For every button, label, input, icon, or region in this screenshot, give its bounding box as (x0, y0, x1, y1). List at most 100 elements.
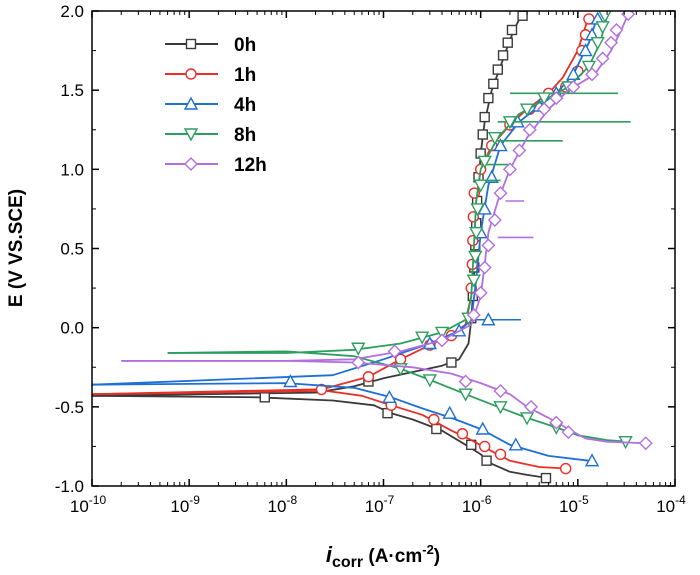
x-tick-label: 10-9 (170, 493, 200, 516)
y-tick-label: 2.0 (60, 2, 84, 21)
y-tick-label: -0.5 (55, 398, 84, 417)
series-8h-point (581, 60, 597, 74)
series-1h-point (494, 448, 507, 461)
y-tick-label: 0.5 (60, 240, 84, 259)
series-1h-point (456, 428, 469, 440)
series-8h-point (473, 179, 488, 193)
series-12h-point (466, 308, 481, 322)
legend-label-12h: 12h (234, 155, 267, 176)
series-12h-point (585, 67, 600, 82)
series-0h-cathodic-line (92, 394, 549, 479)
series-8h (167, 11, 633, 450)
series-8h-point (414, 331, 430, 345)
series-1h-cathodic-line (92, 388, 569, 470)
series-12h-point (537, 102, 552, 117)
series-4h-point (382, 389, 397, 404)
series-12h (121, 11, 653, 451)
series-12h-point (566, 80, 581, 94)
x-tick-label: 10-8 (268, 493, 298, 516)
series-4h-point (508, 437, 523, 451)
series-12h-point (609, 23, 624, 37)
series-0h-point (517, 11, 528, 21)
series-12h-point (638, 436, 653, 451)
series-8h-anodic-line (167, 15, 608, 354)
series-0h-point (506, 24, 518, 36)
series-12h-point (493, 186, 508, 201)
legend-label-8h: 8h (234, 125, 256, 146)
series-0h-point (540, 472, 552, 484)
series-4h (92, 11, 605, 467)
series-0h-point (481, 455, 492, 466)
y-tick-label: -1.0 (55, 477, 84, 496)
series-4h-point (481, 312, 496, 326)
series-12h-point (502, 162, 517, 177)
series-8h-point (502, 116, 518, 130)
series-12h-point (522, 122, 537, 137)
series-0h-point (492, 64, 503, 75)
series-12h-point (481, 238, 496, 253)
x-tick-label: 10-6 (462, 493, 492, 516)
series-0h-point (259, 392, 270, 403)
x-axis-label: icorr (A·cm-2) (326, 542, 440, 571)
y-tick-label: 0.0 (60, 319, 84, 338)
series-12h-anodic-line (121, 13, 630, 362)
series-clip-group (92, 11, 653, 484)
series-8h-point (487, 131, 503, 146)
series-12h-point (473, 285, 488, 300)
series-0h-point (446, 357, 457, 368)
series-8h-point (519, 103, 535, 117)
legend-label-4h: 4h (234, 95, 256, 116)
series-8h-point (493, 401, 508, 415)
series-12h-point (524, 399, 539, 414)
series-8h-point (536, 92, 552, 106)
series-8h-point (598, 11, 612, 24)
series-8h-point (470, 203, 485, 217)
legend-label-1h: 1h (234, 65, 256, 86)
series-12h-point (549, 91, 564, 106)
series-1h-point (559, 462, 572, 475)
series-4h-point (475, 421, 490, 435)
series-8h-point (422, 374, 438, 388)
series-4h-point (584, 453, 600, 467)
series-12h-point (477, 260, 492, 275)
series-12h-point (435, 333, 449, 348)
y-tick-label: 1.5 (60, 81, 84, 100)
y-tick-label: 1.0 (60, 160, 84, 179)
series-4h-point (442, 405, 457, 419)
legend-label-0h: 0h (234, 35, 256, 56)
legend-marker-1h (185, 68, 197, 80)
series-8h-point (595, 21, 610, 35)
series-4h-point (578, 43, 593, 57)
series-4h-point (283, 374, 298, 388)
series-0h-point (479, 111, 490, 123)
series-8h-point (590, 36, 605, 51)
legend-marker-8h (183, 128, 199, 142)
series-4h-cathodic-line (92, 382, 590, 462)
series-8h-point (477, 155, 492, 169)
series-0h-point (477, 129, 488, 140)
series-4h-point (484, 169, 499, 183)
series-0h-point (488, 78, 499, 90)
series-1h-point (315, 383, 328, 396)
series-8h-point (458, 388, 473, 402)
series-1h-point (428, 413, 440, 426)
series-0h (92, 11, 552, 484)
series-layer (92, 11, 653, 484)
x-tick-label: 10-10 (70, 493, 107, 516)
legend-marker-4h (183, 96, 199, 110)
series-12h-point (458, 374, 473, 389)
legend-marker-0h (185, 38, 197, 50)
series-8h-point (468, 250, 483, 264)
x-tick-label: 10-5 (559, 493, 589, 516)
series-0h-anodic-line (92, 15, 522, 397)
series-4h-point (493, 138, 508, 152)
series-1h-anodic-line (92, 15, 590, 396)
series-4h-point (566, 66, 581, 81)
x-tick-label: 10-7 (365, 493, 395, 516)
series-8h-point (469, 226, 484, 241)
series-1h-point (478, 440, 491, 453)
series-12h-point (595, 51, 610, 66)
series-8h-point (466, 274, 481, 288)
series-12h-point (561, 425, 576, 440)
